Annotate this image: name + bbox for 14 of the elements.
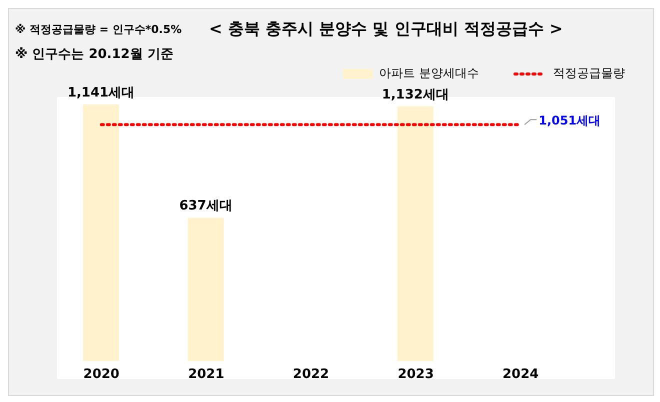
data-label: 1,051세대 [538, 114, 601, 128]
data-label: 1,132세대 [382, 87, 449, 102]
x-tick-label: 2020 [83, 367, 120, 382]
x-tick-label: 2024 [502, 367, 539, 382]
legend-label: 아파트 분양세대수 [378, 65, 479, 82]
data-label: 637세대 [179, 198, 232, 214]
x-tick-label: 2023 [398, 367, 434, 382]
text: ※ 인구수는 20.12월 기준 [15, 46, 174, 63]
data-label: 1,141세대 [67, 85, 135, 100]
chart-title: < 충북 충주시 분양수 및 인구대비 적정공급수 > [209, 19, 563, 40]
legend-label: 적정공급물량 [552, 65, 625, 82]
text: ※ 적정공급물량 = 인구수*0.5% [15, 22, 182, 37]
x-tick-label: 2022 [292, 367, 330, 382]
x-tick-label: 2021 [188, 367, 224, 382]
